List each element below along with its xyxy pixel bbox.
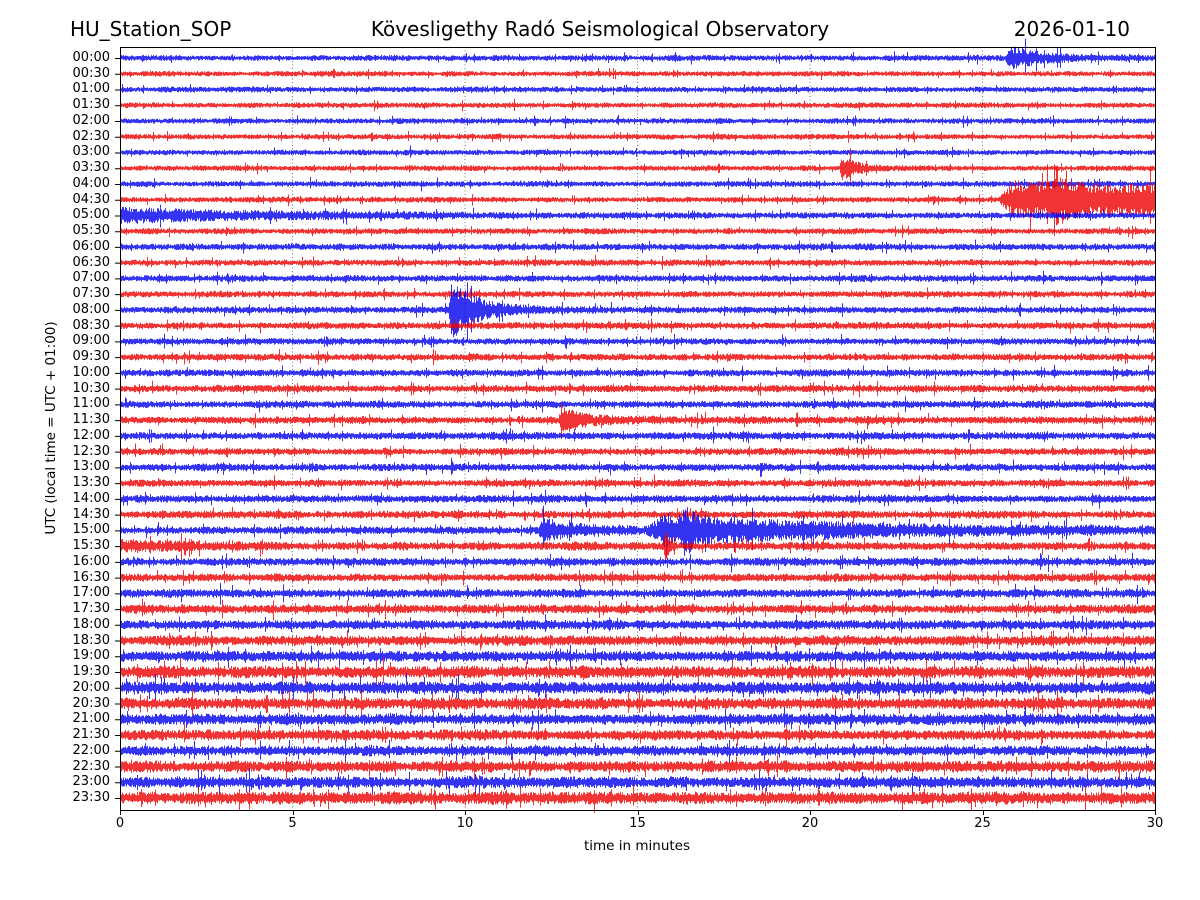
y-tick-label: 00:30 [72,65,110,81]
y-tick-label: 00:00 [72,50,110,65]
y-tick-label: 20:30 [72,695,110,711]
x-tick-label: 25 [974,816,991,831]
x-tick-label: 20 [801,816,819,831]
x-tick-label: 5 [288,816,297,831]
y-tick-label: 07:30 [72,286,110,302]
y-tick-label: 02:00 [72,112,110,128]
observatory-title: Kövesligethy Radó Seismological Observat… [370,17,830,41]
y-tick-label: 03:30 [72,160,110,176]
station-title: HU_Station_SOP [70,17,232,41]
y-tick-label: 23:30 [72,790,110,805]
y-tick-label: 04:00 [72,175,110,191]
y-tick-label: 05:30 [72,223,110,239]
y-tick-label: 07:00 [72,270,110,286]
x-axis-label: time in minutes [583,838,691,854]
date-label: 2026-01-10 [1013,17,1130,41]
y-tick-label: 01:00 [72,81,110,97]
y-tick-label: 14:30 [72,506,110,522]
y-tick-label: 08:30 [72,317,110,333]
y-tick-label: 22:30 [72,758,110,774]
y-tick-label: 12:00 [72,427,110,443]
y-tick-label: 18:00 [72,616,110,632]
y-tick-label: 13:30 [72,475,110,491]
y-tick-label: 12:30 [72,443,110,459]
y-tick-label: 04:30 [72,191,110,207]
y-tick-label: 01:30 [72,97,110,113]
y-tick-label: 17:00 [72,585,110,601]
y-tick-label: 18:30 [72,632,110,648]
y-tick-label: 08:00 [72,301,110,317]
y-tick-label: 16:00 [72,553,110,569]
x-tick-label: 10 [456,816,474,831]
y-tick-label: 19:00 [72,648,110,664]
x-tick-label: 30 [1146,816,1164,831]
y-tick-label: 19:30 [72,664,110,680]
y-tick-label: 10:30 [72,380,110,396]
y-tick-label: 02:30 [72,128,110,144]
y-tick-label: 09:30 [72,349,110,365]
y-tick-label: 09:00 [72,333,110,349]
y-tick-label: 15:00 [72,522,110,538]
y-tick-label: 03:00 [72,144,110,160]
y-tick-label: 06:30 [72,254,110,270]
y-tick-label: 22:00 [72,742,110,758]
y-tick-label: 14:00 [72,490,110,506]
y-tick-label: 10:00 [72,364,110,380]
y-tick-label: 11:00 [72,396,110,412]
y-tick-label: 15:30 [72,538,110,554]
y-tick-label: 05:00 [72,207,110,223]
y-tick-label: 13:00 [72,459,110,475]
y-tick-label: 21:30 [72,727,110,743]
y-tick-label: 17:30 [72,601,110,617]
y-tick-label: 16:30 [72,569,110,585]
x-tick-label: 15 [629,816,646,831]
y-tick-label: 20:00 [72,679,110,695]
y-tick-label: 23:00 [72,774,110,790]
y-tick-label: 11:30 [72,412,110,428]
x-tick-label: 0 [115,816,125,831]
y-tick-label: 21:00 [72,711,110,727]
y-tick-label: 06:00 [72,238,110,254]
